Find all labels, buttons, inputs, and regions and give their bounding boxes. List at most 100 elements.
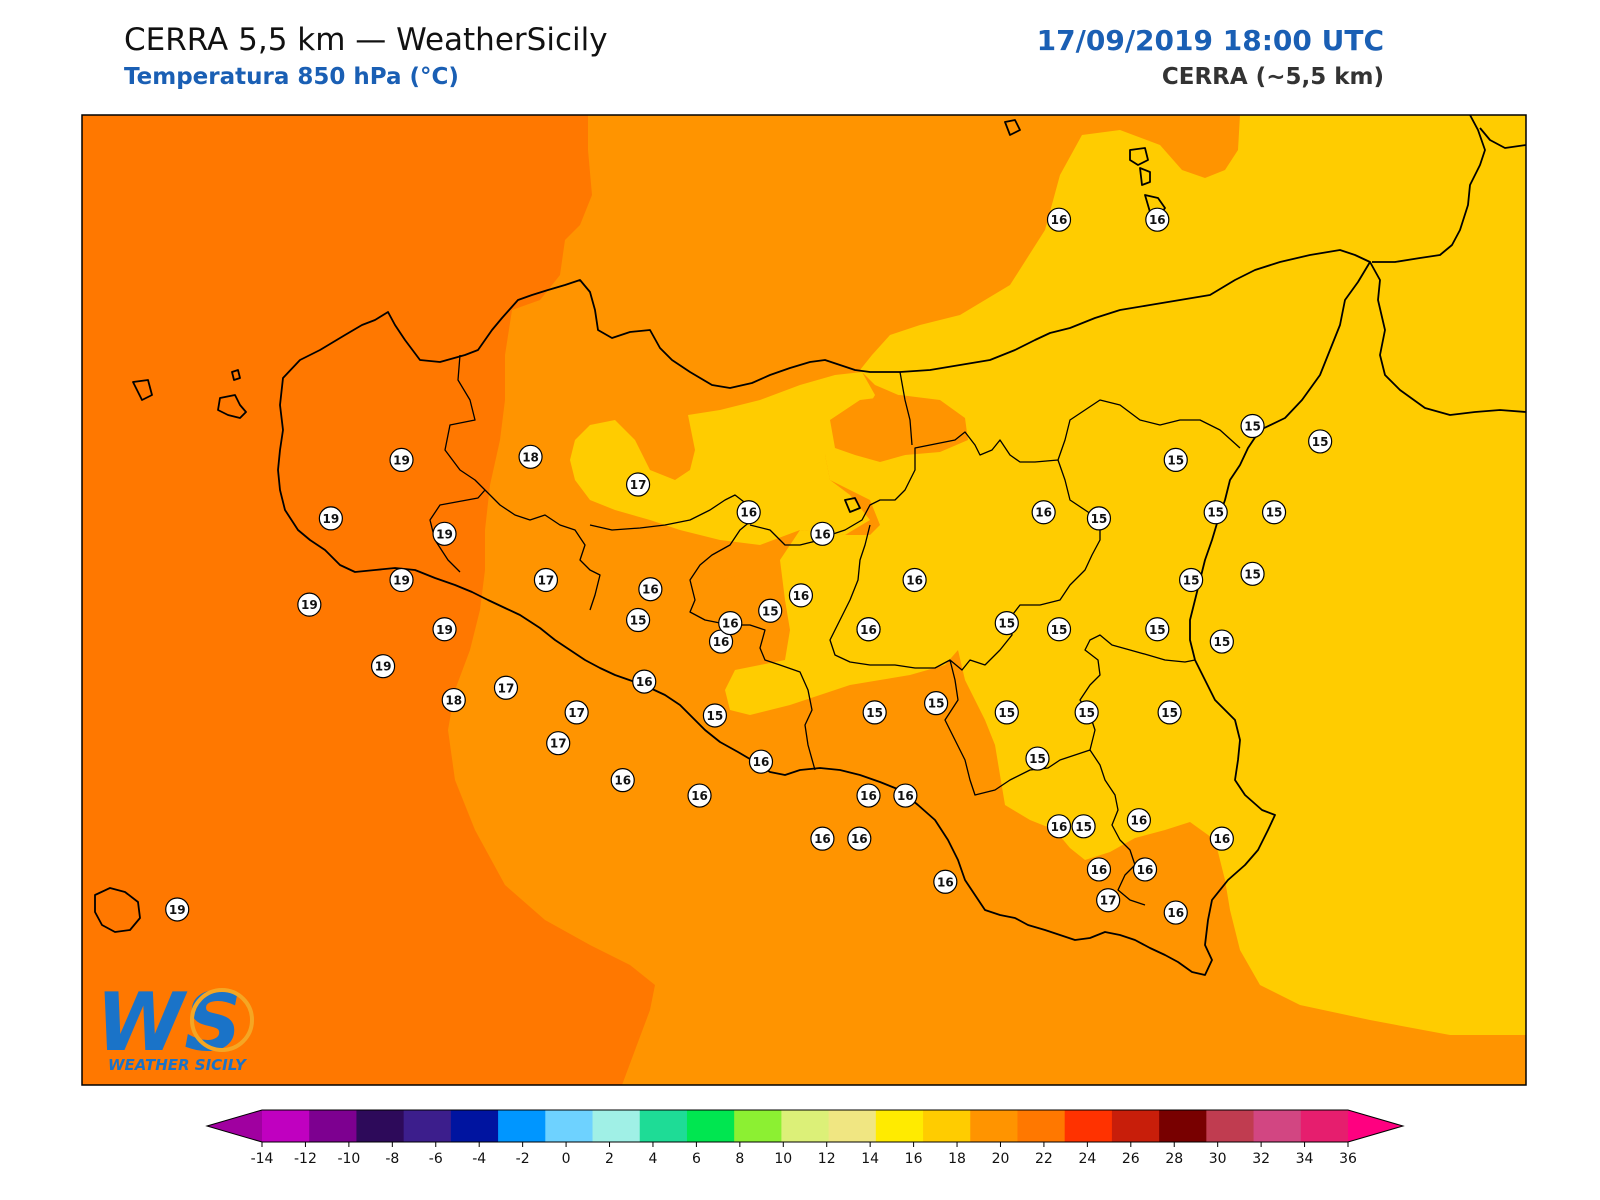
station-marker: 17 xyxy=(564,700,589,725)
station-value: 19 xyxy=(393,573,410,587)
station-circle xyxy=(856,617,881,642)
colorbar-segment xyxy=(875,1110,924,1142)
station-value: 16 xyxy=(1035,506,1052,520)
station-value: 15 xyxy=(1183,573,1200,587)
ustica-island xyxy=(844,497,861,513)
station-marker: 18 xyxy=(441,687,466,713)
station-circle xyxy=(432,521,457,546)
station-value: 15 xyxy=(1312,435,1329,449)
station-circle xyxy=(1163,900,1188,925)
station-value: 15 xyxy=(1161,706,1178,720)
colorbar-segment xyxy=(1111,1110,1160,1142)
station-value: 16 xyxy=(1091,863,1108,877)
station-value: 17 xyxy=(538,573,555,587)
colorbar-segment xyxy=(262,1110,310,1142)
colorbar-segment xyxy=(923,1110,971,1142)
variable-subtitle: Temperatura 850 hPa (°C) xyxy=(124,64,459,90)
station-circle xyxy=(856,783,881,808)
station-marker: 18 xyxy=(518,444,543,469)
station-marker: 15 xyxy=(1074,700,1099,725)
colorbar-segment xyxy=(498,1110,546,1142)
station-circle xyxy=(1086,506,1112,531)
colorbar-segment xyxy=(403,1110,452,1142)
station-circle xyxy=(1096,888,1121,913)
station-value: 19 xyxy=(393,453,410,467)
colorbar-tick-label: 4 xyxy=(648,1151,657,1167)
station-marker: 17 xyxy=(625,472,651,497)
station-value: 16 xyxy=(1137,863,1154,877)
colorbar-segment xyxy=(1064,1110,1113,1142)
colorbar-segment xyxy=(734,1110,782,1142)
station-marker: 15 xyxy=(1308,429,1333,454)
station-marker: 19 xyxy=(297,592,322,617)
colorbar-tick-label: -6 xyxy=(429,1151,443,1167)
station-marker: 16 xyxy=(687,783,712,808)
station-circle xyxy=(533,567,559,593)
colorbar-tick-label: 36 xyxy=(1339,1151,1357,1167)
station-marker: 16 xyxy=(1031,500,1056,525)
station-value: 17 xyxy=(568,706,585,720)
station-value: 15 xyxy=(630,614,647,628)
calabria-coastline xyxy=(1369,115,1526,416)
station-marker: 15 xyxy=(1203,500,1228,525)
station-marker: 19 xyxy=(389,567,414,593)
pantelleria-island xyxy=(94,887,141,933)
station-value: 16 xyxy=(722,617,739,631)
station-value: 15 xyxy=(1091,512,1108,526)
station-marker: 16 xyxy=(788,583,814,608)
station-circle xyxy=(1240,561,1265,586)
station-marker: 19 xyxy=(389,447,414,472)
station-value: 18 xyxy=(445,694,462,708)
colorbar-segment xyxy=(1300,1110,1349,1142)
station-marker: 15 xyxy=(1046,617,1072,642)
colorbar-segment xyxy=(686,1110,735,1142)
station-marker: 15 xyxy=(994,700,1019,725)
egadi-islands xyxy=(132,369,247,419)
station-circle xyxy=(518,444,543,469)
station-circle xyxy=(1209,826,1234,851)
station-circle xyxy=(432,617,457,642)
station-value: 16 xyxy=(860,623,877,637)
station-marker: 16 xyxy=(1209,826,1234,851)
weathersicily-logo: WS WEATHER SICILY xyxy=(96,976,254,1074)
station-circle xyxy=(1145,617,1170,642)
station-value: 16 xyxy=(906,573,923,587)
station-circle xyxy=(902,567,927,593)
station-circle xyxy=(297,592,322,617)
colorbar-tick-label: 8 xyxy=(735,1151,744,1167)
station-value: 16 xyxy=(636,675,653,689)
station-value: 16 xyxy=(860,789,877,803)
band-15-main xyxy=(725,115,1526,1035)
band-17-island xyxy=(830,395,968,462)
station-value: 16 xyxy=(937,875,954,889)
station-marker: 15 xyxy=(1086,506,1112,531)
station-value: 17 xyxy=(550,737,567,751)
colorbar-tick-label: 14 xyxy=(861,1151,879,1167)
station-circle xyxy=(1203,500,1228,525)
logo-caption: WEATHER SICILY xyxy=(108,1056,248,1074)
station-marker: 16 xyxy=(810,521,835,546)
colorbar-segment xyxy=(828,1110,877,1142)
station-value: 16 xyxy=(740,506,757,520)
station-value: 15 xyxy=(1051,623,1068,637)
station-marker: 16 xyxy=(736,500,761,525)
station-value: 16 xyxy=(851,832,868,846)
station-marker: 15 xyxy=(1157,700,1182,725)
station-marker: 16 xyxy=(1086,857,1112,882)
station-circle xyxy=(1240,413,1265,439)
station-circle xyxy=(625,607,651,633)
station-circle xyxy=(718,610,743,636)
colorbar-tick-label: 22 xyxy=(1035,1151,1053,1167)
station-circle xyxy=(924,691,949,716)
colorbar-segment xyxy=(356,1110,405,1142)
station-circle xyxy=(1157,700,1182,725)
station-circle xyxy=(625,472,651,497)
station-marker: 19 xyxy=(318,506,343,531)
station-value: 15 xyxy=(928,697,945,711)
station-value: 15 xyxy=(1029,752,1046,766)
station-circle xyxy=(493,675,519,700)
station-marker: 15 xyxy=(758,598,783,623)
station-marker: 19 xyxy=(370,654,396,679)
station-value: 15 xyxy=(1207,506,1224,520)
colorbar-tick-label: -14 xyxy=(251,1151,274,1167)
